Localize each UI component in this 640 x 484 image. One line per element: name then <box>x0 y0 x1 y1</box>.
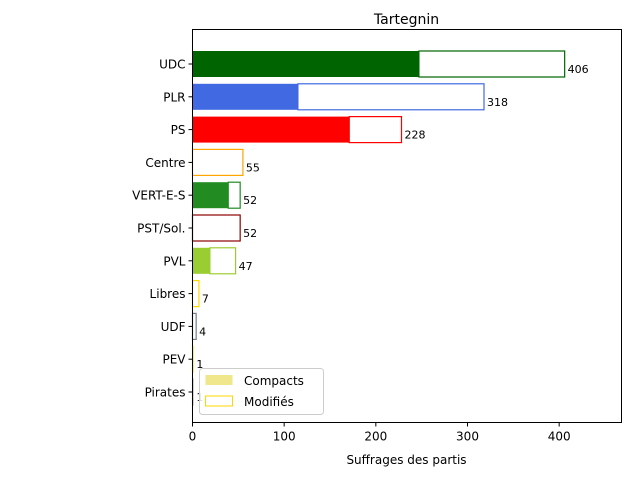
x-ticks: 0 100 200 300 400 <box>189 422 571 444</box>
data-label: 55 <box>246 161 260 174</box>
data-label: 1 <box>196 358 203 371</box>
data-label: 47 <box>239 260 253 273</box>
data-label: 228 <box>405 129 426 142</box>
data-label: 52 <box>243 227 257 240</box>
legend-swatch <box>205 395 233 407</box>
plot-frame <box>192 29 622 423</box>
data-label: 52 <box>243 194 257 207</box>
x-tick-label: 300 <box>456 430 479 444</box>
y-tick-label: UDF <box>161 320 186 334</box>
legend-label: Modifiés <box>244 395 294 409</box>
y-tick-label: Centre <box>145 156 185 170</box>
bars-group: 406318228555252477411 <box>191 50 589 406</box>
bar-modifies-UDC <box>418 50 566 78</box>
y-tick-label: PVL <box>163 254 185 268</box>
x-tick-label: 200 <box>364 430 387 444</box>
y-tick-label: PST/Sol. <box>137 222 185 236</box>
y-tick-label: PS <box>171 123 186 137</box>
bar-modifies-PLR <box>297 83 485 111</box>
y-tick-label: PLR <box>163 90 185 104</box>
data-label: 7 <box>202 293 209 306</box>
bar-modifies-Libres <box>191 280 200 308</box>
bar-modifies-PVL <box>209 247 237 275</box>
legend: Compacts Modifiés <box>199 368 324 415</box>
bar-modifies-PS <box>348 115 403 144</box>
bar-modifies-Centre <box>191 148 244 176</box>
bar-compacts-PVL <box>192 247 210 274</box>
x-tick-label: 0 <box>189 430 197 444</box>
legend-label: Compacts <box>244 374 304 388</box>
y-tick-label: PEV <box>162 353 186 367</box>
bar-modifies-VERT-E-S <box>227 181 241 209</box>
y-tick-label: Libres <box>150 287 186 301</box>
data-label: 4 <box>199 325 206 338</box>
bar-modifies-UDF <box>191 312 197 340</box>
chart-title: Tartegnin <box>373 12 439 28</box>
x-axis-label: Suffrages des partis <box>346 453 466 467</box>
bar-compacts-UDC <box>192 51 419 77</box>
data-label: 318 <box>487 96 508 109</box>
y-tick-label: UDC <box>159 58 185 72</box>
legend-swatch <box>205 375 233 385</box>
y-tick-label: Pirates <box>145 386 186 400</box>
bar-compacts-PLR <box>192 83 298 110</box>
bar-compacts-VERT-E-S <box>192 182 229 209</box>
bar-compacts-PS <box>192 116 350 143</box>
x-tick-label: 100 <box>273 430 296 444</box>
y-tick-labels: UDC PLR PS Centre VERT-E-S PST/Sol. PVL Libres U… <box>132 58 193 400</box>
bar-modifies-PST/Sol. <box>191 214 241 242</box>
x-tick-label: 400 <box>548 430 571 444</box>
y-tick-label: VERT-E-S <box>132 189 185 203</box>
data-label: 406 <box>568 63 589 76</box>
